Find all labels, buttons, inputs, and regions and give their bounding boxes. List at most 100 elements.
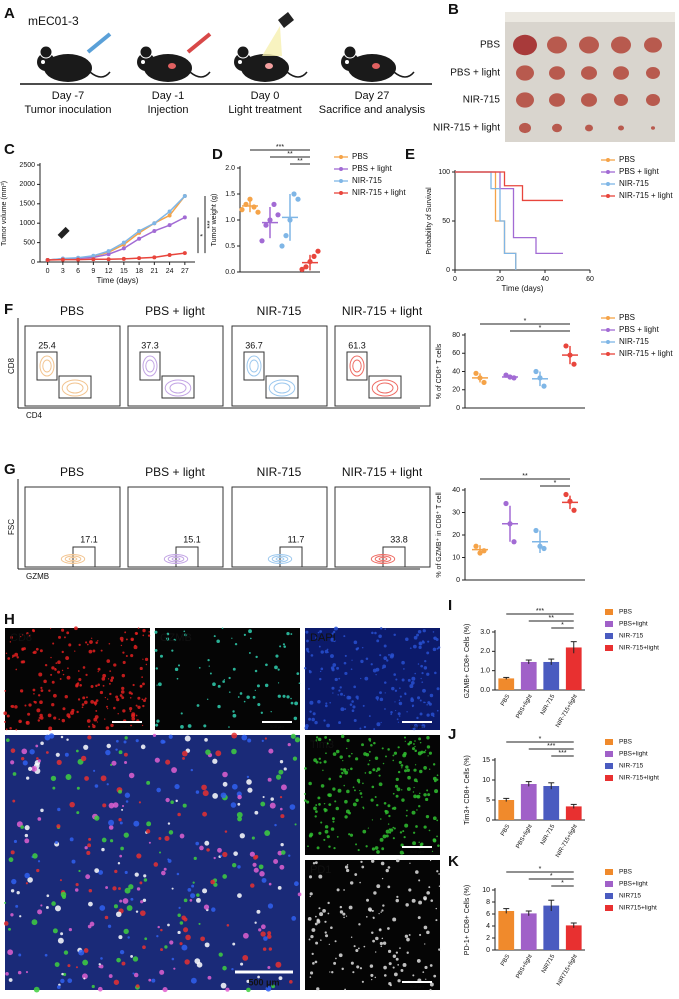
cell — [8, 857, 14, 863]
cell — [31, 628, 35, 632]
tumor — [516, 92, 534, 108]
cell — [123, 832, 129, 838]
cell — [421, 681, 424, 683]
cell — [260, 931, 266, 937]
cell — [124, 631, 127, 634]
y-axis-label: GZMB+ CD8+ Cells (%) — [464, 624, 471, 699]
cell — [430, 899, 434, 902]
cell — [52, 928, 58, 934]
y-tick-label: 2.0 — [225, 165, 235, 172]
x-tick-label: NIR-715+light — [555, 694, 579, 729]
cell — [347, 769, 349, 771]
cell — [142, 628, 146, 633]
cell — [369, 740, 372, 742]
cell — [427, 793, 431, 797]
cell — [95, 641, 98, 644]
cell — [370, 973, 374, 977]
cell — [310, 654, 314, 657]
contour — [66, 382, 84, 394]
cell — [243, 932, 249, 939]
cell — [350, 668, 353, 671]
contour — [275, 557, 285, 561]
cell — [32, 853, 38, 859]
cell — [96, 721, 98, 723]
cell — [167, 858, 170, 861]
cell — [399, 687, 401, 690]
cell — [258, 928, 262, 932]
survival-curve — [455, 171, 517, 270]
cell — [140, 900, 144, 904]
cell — [67, 964, 71, 968]
cell — [327, 793, 331, 797]
cell — [348, 905, 353, 910]
cell — [69, 801, 75, 808]
cell — [418, 841, 420, 844]
contour — [352, 359, 362, 373]
cell — [423, 825, 427, 829]
cell — [376, 722, 381, 727]
cell — [387, 823, 390, 825]
cell — [102, 684, 105, 687]
cell — [373, 728, 376, 731]
point — [477, 550, 483, 556]
cell — [183, 898, 188, 903]
cell — [135, 704, 138, 707]
cell — [382, 664, 387, 669]
cell — [37, 759, 41, 763]
mouse-ear — [139, 45, 153, 59]
cell — [365, 657, 369, 661]
cell — [405, 814, 408, 817]
point — [511, 375, 517, 381]
cell — [182, 756, 185, 760]
cell — [414, 749, 417, 753]
cell — [392, 826, 395, 829]
cell — [21, 748, 28, 755]
cell — [389, 828, 394, 832]
cell — [163, 867, 167, 871]
cell — [432, 647, 437, 652]
cell — [32, 688, 36, 692]
cell — [355, 798, 359, 802]
cell — [130, 692, 133, 695]
cell — [115, 911, 122, 917]
cell — [320, 821, 323, 824]
cell — [275, 961, 282, 968]
cell — [62, 707, 66, 711]
contour — [163, 554, 189, 564]
cell — [283, 645, 286, 648]
cell — [326, 742, 329, 745]
cell — [360, 677, 362, 680]
cell — [173, 967, 176, 970]
cell — [141, 724, 144, 727]
x-tick-label: 20 — [496, 276, 504, 283]
cell — [260, 711, 263, 714]
sig-label: * — [561, 622, 564, 629]
cell — [108, 642, 111, 645]
cell — [370, 743, 373, 747]
cell — [363, 725, 367, 729]
cell — [290, 633, 293, 635]
cell — [132, 972, 135, 975]
cell — [108, 682, 111, 685]
cell — [254, 810, 259, 815]
cell — [361, 865, 365, 869]
cell — [153, 862, 159, 867]
cell — [343, 694, 345, 697]
cell — [375, 770, 378, 773]
point — [503, 500, 509, 507]
cell — [390, 710, 393, 714]
survival-curve — [455, 171, 563, 202]
cell — [420, 842, 424, 846]
cell — [310, 934, 314, 939]
cell — [394, 784, 399, 788]
cell — [385, 755, 387, 758]
cell — [204, 942, 210, 948]
cell — [168, 830, 174, 835]
cell — [66, 738, 69, 741]
cell — [3, 921, 9, 926]
cell — [144, 697, 147, 700]
cell — [257, 975, 260, 979]
cell — [213, 882, 218, 887]
cell — [436, 778, 439, 781]
point — [533, 368, 539, 375]
